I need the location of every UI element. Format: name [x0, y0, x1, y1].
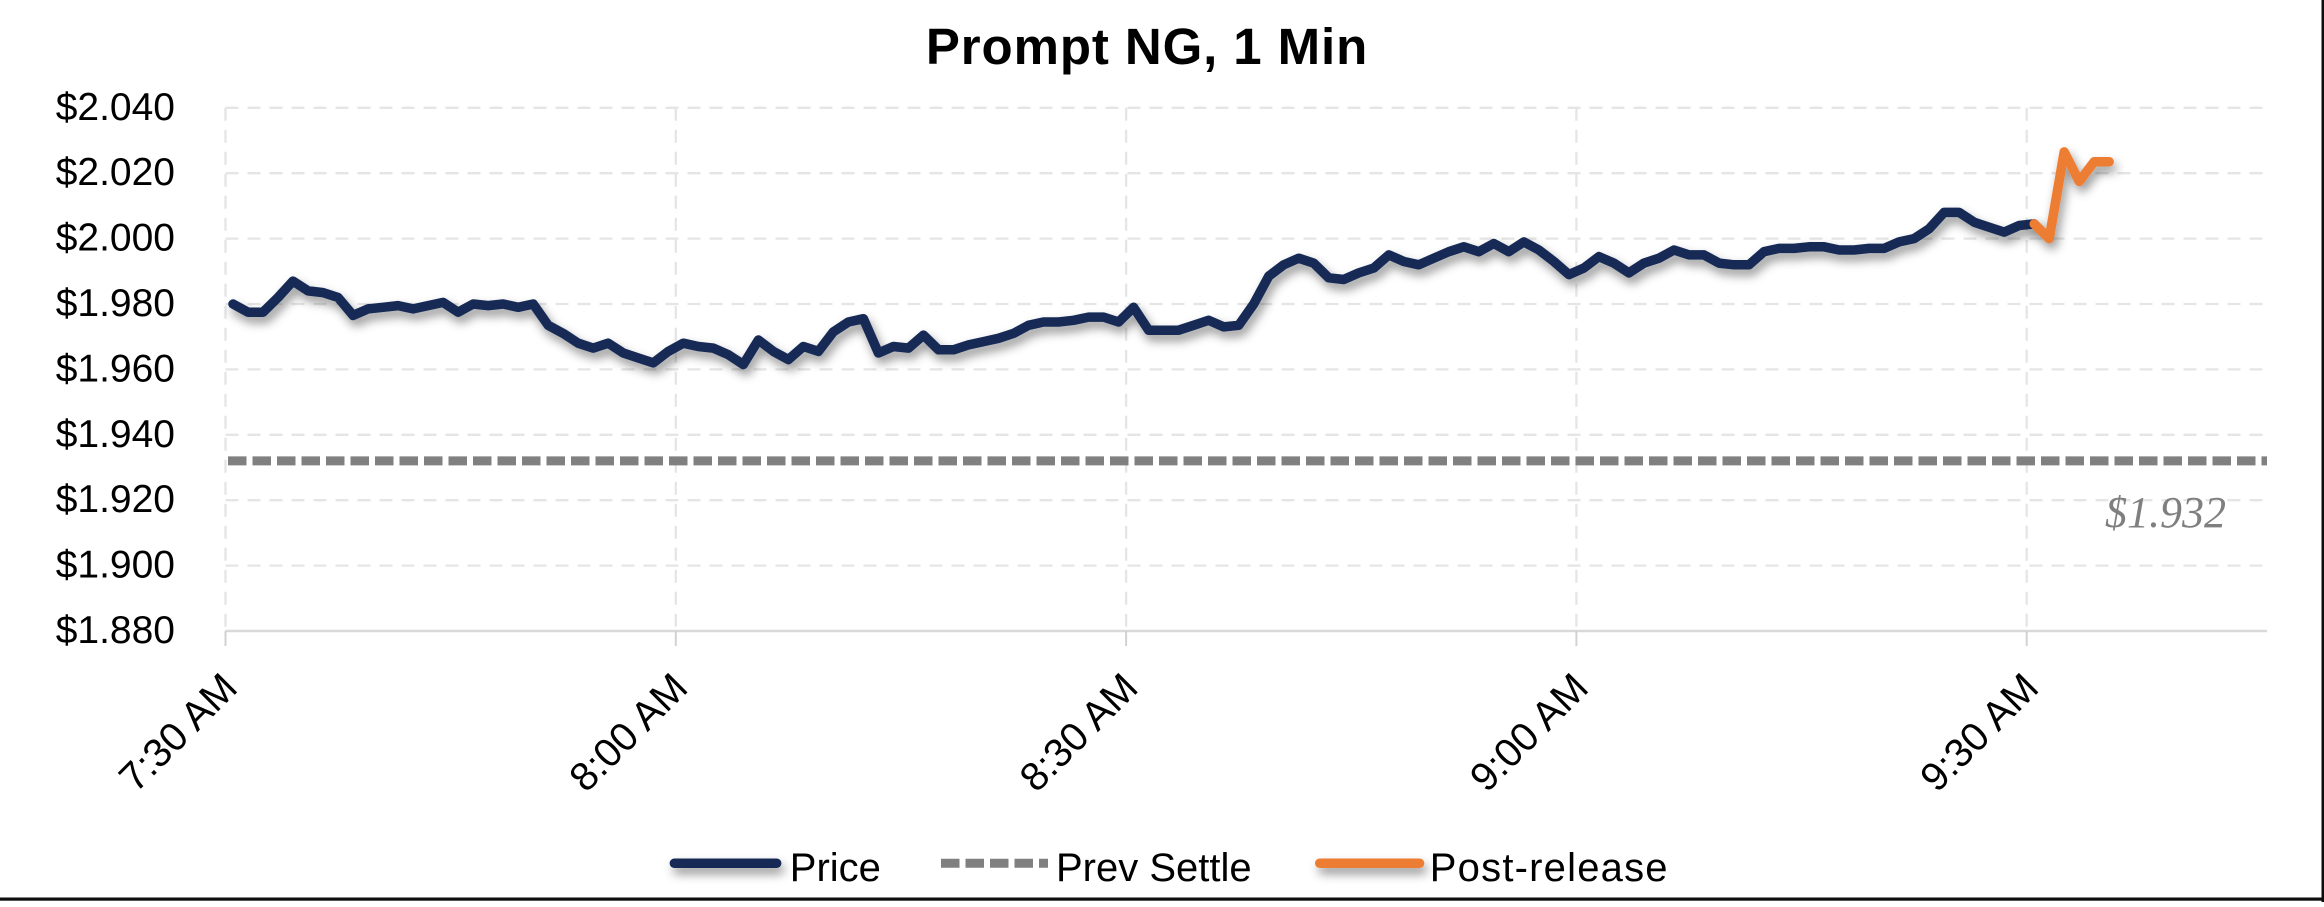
svg-text:Prompt NG, 1 Min: Prompt NG, 1 Min [926, 18, 1368, 75]
svg-text:$1.960: $1.960 [56, 347, 175, 390]
svg-text:$1.980: $1.980 [56, 282, 175, 325]
svg-text:$1.900: $1.900 [56, 544, 175, 587]
svg-text:Post-release: Post-release [1430, 846, 1669, 890]
svg-text:Price: Price [790, 846, 881, 890]
svg-text:Prev Settle: Prev Settle [1056, 846, 1252, 890]
svg-text:$2.000: $2.000 [56, 217, 175, 260]
svg-text:$2.020: $2.020 [56, 151, 175, 194]
svg-text:$2.040: $2.040 [56, 86, 175, 129]
svg-text:$1.880: $1.880 [56, 609, 175, 652]
svg-text:$1.920: $1.920 [56, 478, 175, 521]
svg-text:$1.932: $1.932 [2105, 488, 2226, 537]
svg-text:$1.940: $1.940 [56, 413, 175, 456]
